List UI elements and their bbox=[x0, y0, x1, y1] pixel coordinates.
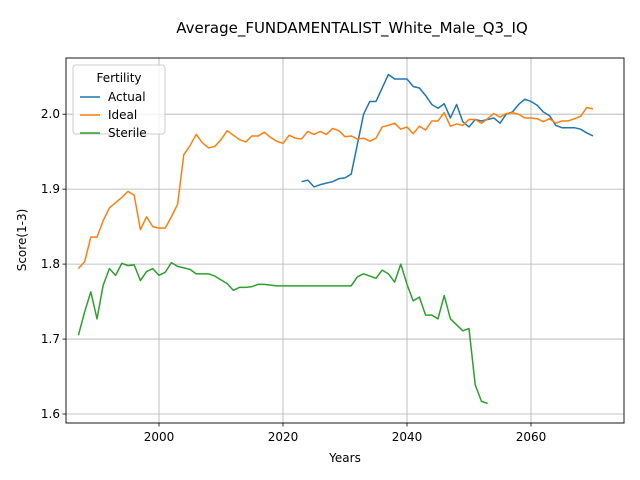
series-layer bbox=[77, 73, 594, 405]
x-tick-label: 2000 bbox=[144, 430, 175, 444]
x-axis-label: Years bbox=[328, 451, 361, 465]
legend-label-actual: Actual bbox=[108, 90, 146, 104]
x-tick-label: 2060 bbox=[516, 430, 547, 444]
y-tick-label: 2.0 bbox=[41, 107, 60, 121]
series-line-sterile bbox=[77, 261, 488, 405]
x-axis: 2000 2020 2040 2060 bbox=[144, 423, 547, 444]
legend-box bbox=[72, 64, 166, 135]
y-tick-label: 1.7 bbox=[41, 332, 60, 346]
legend: Fertility Actual Ideal Sterile bbox=[72, 64, 166, 140]
y-tick-label: 1.6 bbox=[41, 407, 60, 421]
x-tick-label: 2040 bbox=[392, 430, 423, 444]
legend-label-ideal: Ideal bbox=[108, 108, 137, 122]
series-line-actual bbox=[301, 73, 594, 188]
chart-title: Average_FUNDAMENTALIST_White_Male_Q3_IQ bbox=[176, 19, 528, 38]
y-tick-label: 1.8 bbox=[41, 257, 60, 271]
legend-title: Fertility bbox=[96, 71, 141, 85]
series-line-ideal bbox=[77, 106, 594, 270]
y-axis-label: Score(1-3) bbox=[15, 209, 29, 272]
x-tick-label: 2020 bbox=[268, 430, 299, 444]
legend-label-sterile: Sterile bbox=[108, 126, 147, 140]
y-axis: 1.6 1.7 1.8 1.9 2.0 bbox=[41, 107, 66, 421]
y-tick-label: 1.9 bbox=[41, 182, 60, 196]
plot-frame bbox=[65, 57, 625, 424]
